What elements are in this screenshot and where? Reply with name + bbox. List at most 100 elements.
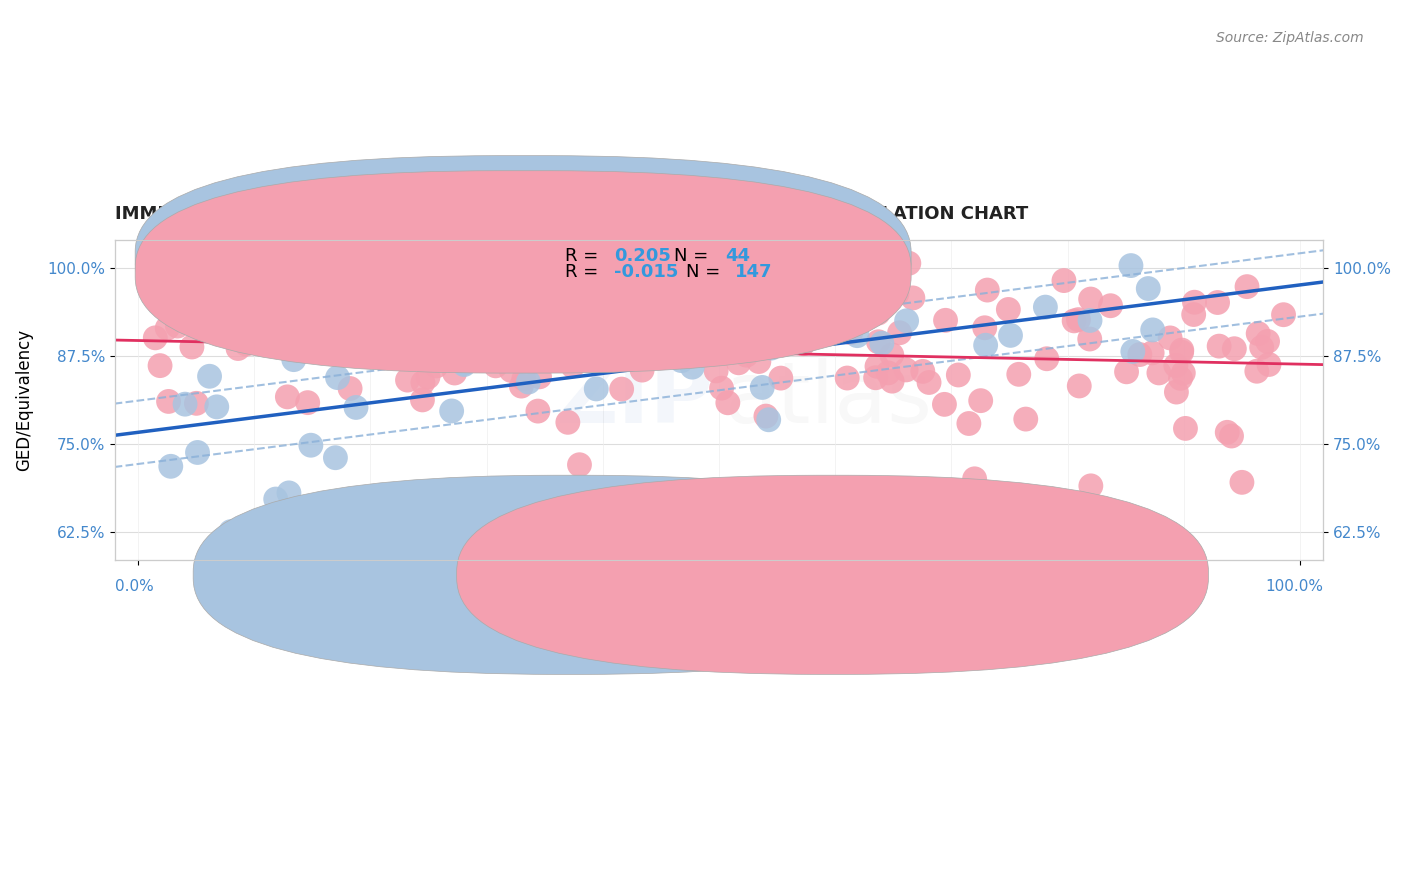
Point (957, 417, 980, 431)
Point (166, 319, 188, 334)
Point (1080, 479, 1102, 493)
Point (725, 309, 748, 323)
Point (792, 336, 814, 351)
Point (517, 375, 540, 389)
Point (254, 309, 277, 323)
Point (283, 352, 305, 367)
Point (174, 397, 197, 411)
Point (1078, 332, 1101, 346)
Point (402, 318, 425, 333)
Point (197, 252, 219, 267)
Point (278, 486, 301, 500)
Point (1257, 334, 1279, 349)
Point (1036, 351, 1059, 366)
Point (146, 293, 169, 308)
Point (1166, 385, 1188, 400)
Point (911, 364, 934, 378)
Point (1250, 340, 1272, 354)
Point (897, 256, 920, 270)
Point (727, 356, 749, 370)
Point (818, 276, 841, 290)
Point (591, 313, 613, 327)
Point (1223, 342, 1246, 356)
Point (353, 304, 375, 318)
Point (353, 282, 375, 296)
Point (180, 340, 202, 354)
Point (1230, 475, 1253, 490)
Point (561, 310, 583, 324)
Point (205, 400, 228, 414)
Point (299, 438, 322, 452)
Text: Source: ZipAtlas.com: Source: ZipAtlas.com (1216, 31, 1364, 45)
Point (1078, 313, 1101, 327)
Text: N =: N = (686, 262, 727, 281)
Point (1236, 279, 1258, 293)
FancyBboxPatch shape (135, 170, 911, 373)
Point (889, 326, 911, 340)
Point (1182, 308, 1205, 322)
Point (540, 264, 562, 278)
Point (235, 337, 257, 351)
Point (681, 360, 703, 375)
Point (425, 359, 447, 373)
Point (401, 344, 423, 359)
Point (530, 286, 553, 301)
Point (717, 396, 740, 410)
Point (143, 331, 166, 345)
Point (837, 371, 859, 385)
Point (326, 370, 349, 384)
Point (778, 311, 800, 326)
Point (465, 285, 488, 300)
Point (651, 317, 673, 331)
Point (1069, 379, 1091, 393)
Point (997, 302, 1019, 317)
Point (561, 359, 583, 373)
Point (1115, 365, 1137, 379)
Point (1137, 281, 1160, 295)
Point (1035, 300, 1057, 314)
Point (505, 334, 527, 348)
Point (1208, 339, 1230, 353)
Point (527, 404, 550, 418)
Point (882, 374, 904, 388)
Point (702, 329, 724, 343)
Point (342, 346, 364, 360)
Point (1015, 412, 1038, 426)
Text: R =: R = (565, 262, 605, 281)
Point (1159, 331, 1181, 345)
Point (896, 314, 918, 328)
Point (717, 305, 740, 319)
Point (671, 353, 693, 368)
Point (501, 363, 523, 377)
Point (1258, 358, 1281, 372)
Point (723, 317, 745, 331)
Point (510, 379, 533, 393)
Point (339, 382, 361, 396)
Text: N =: N = (675, 247, 714, 265)
Point (880, 348, 903, 362)
Point (359, 340, 381, 354)
Point (1216, 425, 1239, 440)
Point (394, 339, 416, 353)
Point (585, 382, 607, 396)
Point (186, 445, 208, 459)
Point (269, 293, 291, 308)
Point (157, 394, 180, 409)
Point (868, 334, 890, 349)
Point (513, 372, 536, 386)
Point (1000, 328, 1022, 343)
Text: ZIP: ZIP (555, 359, 713, 442)
Point (1140, 346, 1163, 360)
Point (1063, 314, 1085, 328)
Point (1247, 326, 1270, 341)
Point (707, 492, 730, 507)
Point (1119, 259, 1142, 273)
Point (485, 359, 508, 373)
Point (416, 343, 439, 358)
Point (323, 277, 346, 292)
Text: Immigrants from Northern Africa: Immigrants from Northern Africa (589, 567, 839, 582)
Text: R =: R = (565, 247, 605, 265)
Point (149, 359, 172, 373)
Point (242, 309, 264, 323)
Point (751, 380, 773, 394)
